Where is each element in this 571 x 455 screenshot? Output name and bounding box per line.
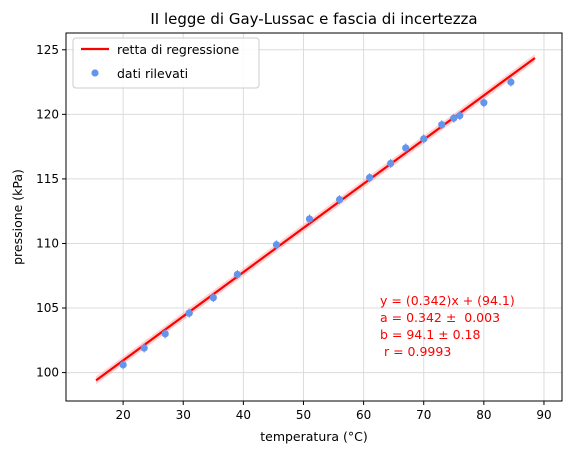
y-axis-ticks: 100 105 110 115 120 125 [36, 43, 66, 380]
data-point [185, 309, 193, 317]
x-tick-label: 40 [236, 408, 251, 422]
x-axis-ticks: 20 30 40 50 60 70 80 90 [115, 401, 552, 422]
data-point [140, 344, 148, 352]
x-tick-label: 80 [476, 408, 491, 422]
data-point [366, 174, 374, 182]
x-axis-label: temperatura (°C) [260, 429, 368, 444]
data-point [480, 99, 488, 107]
annotation-line-1: y = (0.342)x + (94.1) [380, 293, 515, 308]
x-tick-label: 20 [115, 408, 130, 422]
data-point [272, 241, 281, 249]
annotation-line-4: r = 0.9993 [380, 344, 451, 359]
data-point [456, 112, 464, 120]
x-tick-label: 70 [416, 408, 431, 422]
chart-title: II legge di Gay-Lussac e fascia di incer… [150, 10, 477, 28]
data-point [507, 78, 515, 86]
x-tick-label: 90 [536, 408, 551, 422]
data-point [161, 330, 169, 338]
y-tick-label: 110 [36, 236, 59, 250]
legend-box [72, 37, 260, 89]
data-point [402, 144, 410, 152]
y-tick-label: 120 [36, 107, 59, 121]
data-point [438, 121, 446, 129]
y-tick-label: 105 [36, 301, 59, 315]
data-point [119, 361, 127, 369]
x-tick-label: 30 [176, 408, 191, 422]
y-tick-label: 115 [36, 172, 59, 186]
x-tick-label: 50 [296, 408, 311, 422]
regression-line [95, 57, 536, 382]
data-points-layer [119, 77, 515, 370]
annotation-line-3: b = 94.1 ± 0.18 [380, 327, 480, 342]
grid [66, 33, 562, 401]
y-tick-label: 100 [36, 366, 59, 380]
legend-dot-swatch [91, 69, 99, 77]
data-point [420, 135, 428, 143]
legend-label-points: dati rilevati [117, 66, 188, 81]
data-point [450, 114, 458, 122]
data-point [305, 215, 314, 223]
data-point [387, 159, 395, 168]
regression-line-layer [95, 57, 536, 382]
x-tick-label: 60 [356, 408, 371, 422]
plot-frame [65, 32, 563, 402]
legend: retta di regressione dati rilevati [72, 37, 260, 89]
regression-annotation: y = (0.342)x + (94.1) a = 0.342 ± 0.003 … [380, 293, 515, 359]
data-point [209, 294, 217, 302]
data-point [335, 195, 344, 204]
y-tick-label: 125 [36, 43, 59, 57]
y-axis-label: pressione (kPa) [10, 169, 25, 265]
legend-label-line: retta di regressione [117, 42, 239, 57]
data-point [233, 270, 241, 279]
annotation-line-2: a = 0.342 ± 0.003 [380, 310, 500, 325]
